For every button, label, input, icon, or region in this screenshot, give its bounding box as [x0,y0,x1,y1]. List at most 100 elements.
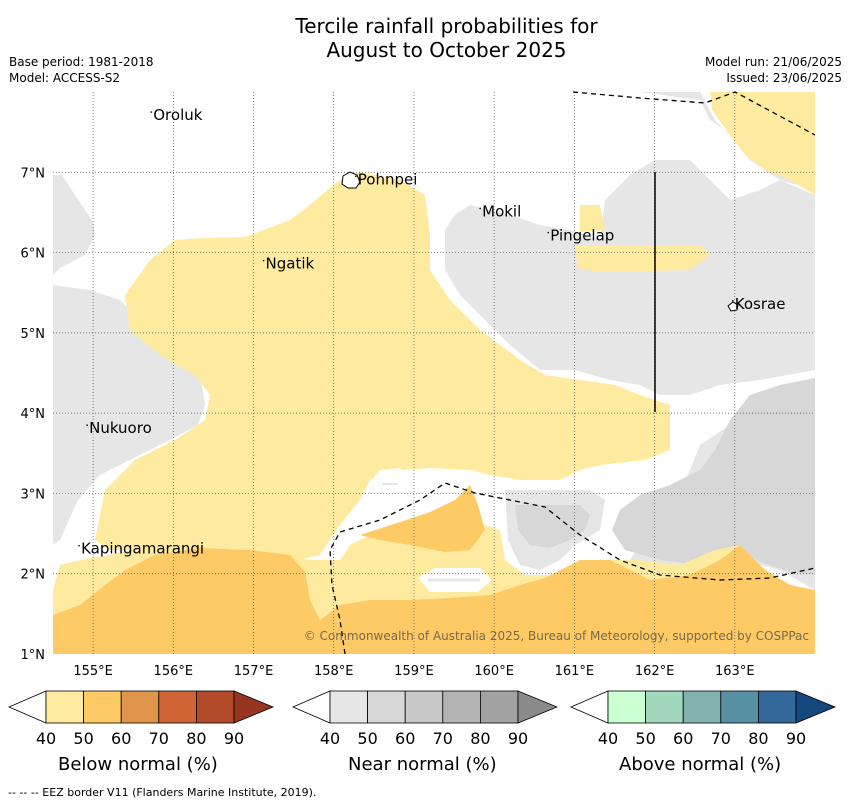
lon-tick-label: 163°E [715,664,755,679]
lon-tick-label: 160°E [474,664,514,679]
lat-tick-label: 2°N [21,568,46,583]
lon-tick-label: 158°E [314,664,354,679]
model-name: Model: ACCESS-S2 [9,71,121,85]
near-normal-region-east-mid [612,378,815,575]
place-label-nukuoro: Nukuoro [89,419,152,437]
colorbar-segment [607,690,646,724]
colorbar-1 [8,690,274,724]
near-normal-region-north [445,92,815,395]
colorbar-under-triangle [292,690,331,724]
colorbar-segment [720,690,759,724]
below-normal-region-northeast [710,92,815,195]
colorbar-tick-label: 90 [785,729,807,748]
colorbar-tick-label: 70 [148,729,169,748]
colorbar-segment [479,690,519,724]
axis-labels: 155°E 156°E 157°E 158°E 159°E 160°E 161°E 162°E… [21,166,755,679]
issued-date: Issued: 23/06/2025 [726,71,842,85]
colorbar-3 [570,690,836,724]
below-normal-region-pingelap-north [580,205,605,232]
colorbar-tick-label: 40 [597,729,619,748]
colorbar-under-triangle [8,690,47,724]
meta-right: Model run: 21/06/2025 Issued: 23/06/2025 [705,54,842,86]
place-label-pohnpei: Pohnpei [358,170,418,188]
colorbar-tick-label: 90 [507,729,529,748]
colorbar-segment [367,690,406,724]
place-label-mokil: Mokil [482,202,521,220]
colorbar-segment [158,690,197,724]
place-marker [479,207,481,210]
meta-left: Base period: 1981-2018 Model: ACCESS-S2 [9,54,154,86]
colorbar-segment [329,690,368,724]
below-normal-region-main [95,172,670,560]
kosrae-island-outline [727,301,739,312]
near-normal-region-west [53,175,95,275]
colorbar-tick-label: 80 [470,729,491,748]
colorbar-tick-label: 70 [710,729,731,748]
colorbar-segment [120,690,160,724]
lon-tick-label: 155°E [73,664,113,679]
place-label-pingelap: Pingelap [550,227,614,245]
colorbar-tick-label: 70 [432,729,453,748]
colorbar-tick-label: 50 [73,729,94,748]
colorbar-label: Near normal (%) [348,754,497,775]
title-line-1: Tercile rainfall probabilities for [295,14,598,38]
map-body: Oroluk Pohnpei Mokil Pingelap Ngatik Kosrae Nu… [53,91,816,655]
colorbar-segment [195,690,235,724]
lat-tick-label: 3°N [21,487,46,502]
place-label-ngatik: Ngatik [266,255,315,273]
eez-footnote: -- -- -- EEZ border V11 (Flanders Marine… [8,786,317,799]
lat-tick-label: 6°N [21,247,46,262]
lon-tick-label: 156°E [154,664,194,679]
lon-tick-label: 161°E [555,664,595,679]
colorbar-tick-label: 50 [357,729,378,748]
below-normal-50-region-south [53,545,815,654]
colorbar-tick-label: 60 [111,729,132,748]
colorbar-label: Above normal (%) [619,754,782,775]
place-labels: Oroluk Pohnpei Mokil Pingelap Ngatik Kosrae Nu… [78,106,785,558]
colorbar-segment [45,690,84,724]
colorbar-segment [757,690,797,724]
place-marker [150,111,153,113]
colorbar-segment [682,690,722,724]
below-normal-50-region-center [360,485,485,552]
tercile-map: Oroluk Pohnpei Mokil Pingelap Ngatik Kosrae Nu… [21,91,816,679]
lat-tick-label: 7°N [21,166,46,181]
colorbar-over-triangle [517,690,558,724]
place-marker [262,259,265,262]
colorbar-segment [442,690,481,724]
place-marker [547,231,550,234]
lat-tick-label: 5°N [21,327,46,342]
place-marker [78,544,80,547]
colorbar-tick-label: 60 [395,729,416,748]
colorbar-tick-label: 80 [748,729,769,748]
place-label-kosrae: Kosrae [735,295,786,313]
model-run: Model run: 21/06/2025 [704,55,842,69]
copyright-text: © Commonwealth of Australia 2025, Bureau… [304,629,809,643]
lon-tick-label: 162°E [635,664,675,679]
colorbar-label: Below normal (%) [58,754,218,775]
colorbar-over-triangle [233,690,274,724]
colorbar-2 [292,690,558,724]
colorbar-segment [404,690,444,724]
title-line-2: August to October 2025 [326,38,567,62]
colorbar-tick-label: 50 [635,729,656,748]
near-normal-region-south-inner [515,505,590,548]
lat-tick-label: 4°N [21,407,46,422]
colorbar-tick-label: 40 [35,729,57,748]
colorbar-tick-label: 60 [673,729,694,748]
place-marker [86,424,88,427]
map-title: Tercile rainfall probabilities for Augus… [0,14,850,62]
lon-tick-label: 157°E [234,664,274,679]
gridlines [53,92,815,654]
place-marker [355,175,357,178]
place-label-kapingamarangi: Kapingamarangi [81,540,204,558]
colorbar-tick-label: 80 [186,729,207,748]
base-period: Base period: 1981-2018 [9,55,154,69]
place-label-oroluk: Oroluk [153,106,202,124]
colorbar-over-triangle [795,690,836,724]
colorbar-under-triangle [570,690,609,724]
colorbar-tick-label: 90 [223,729,245,748]
below-normal-region-pingelap [575,245,710,272]
colorbar-segment [645,690,684,724]
colorbar-segment [83,690,122,724]
